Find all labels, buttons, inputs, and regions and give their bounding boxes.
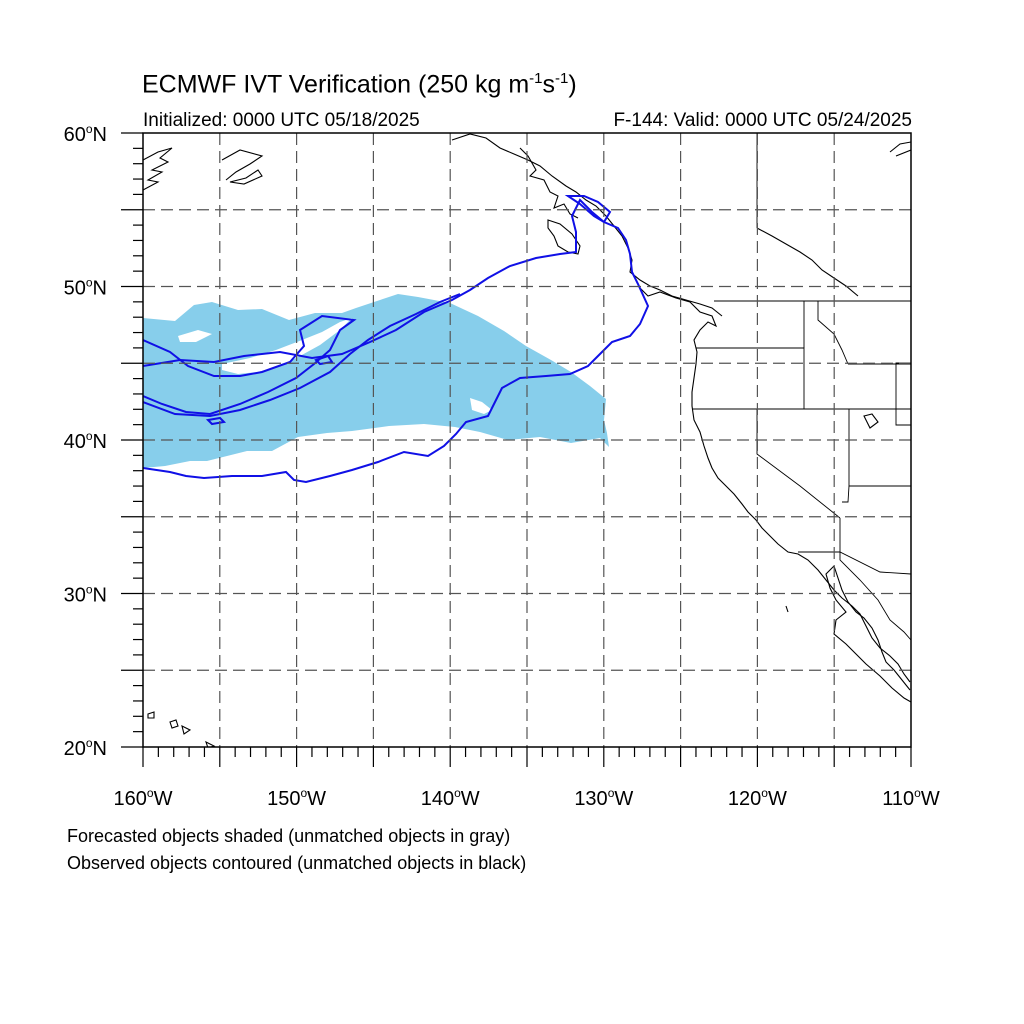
lat-label: 60oN [64, 122, 107, 146]
lat-label: 50oN [64, 276, 107, 300]
lon-label: 160oW [114, 786, 173, 810]
political-boundaries [692, 133, 911, 641]
observed-object-ring [143, 293, 461, 418]
footnote-forecast: Forecasted objects shaded (unmatched obj… [67, 826, 511, 846]
observed-object-coastal [564, 195, 612, 224]
forecast-hole-1 [222, 318, 352, 374]
lon-label: 110oW [882, 786, 940, 810]
gridlines [143, 133, 911, 747]
lon-label: 120oW [728, 786, 787, 810]
forecast-object [143, 294, 609, 468]
lat-label: 40oN [64, 429, 107, 453]
lon-label: 140oW [421, 786, 480, 810]
map-title: ECMWF IVT Verification (250 kg m-1s-1) [142, 70, 577, 99]
valid-time: F-144: Valid: 0000 UTC 05/24/2025 [613, 110, 912, 131]
forecast-hole-3 [470, 398, 492, 414]
lon-label: 150oW [267, 786, 326, 810]
forecast-hole-2 [178, 330, 212, 342]
initialized-time: Initialized: 0000 UTC 05/18/2025 [143, 110, 420, 131]
lat-label: 20oN [64, 736, 107, 760]
observed-object-small-2 [314, 354, 334, 366]
observed-object-small [205, 416, 227, 426]
lon-label: 130oW [574, 786, 633, 810]
axis-labels: 60oN 50oN 40oN 30oN 20oN 160oW 150oW 140oW 130oW… [64, 122, 940, 810]
observed-object-river [143, 198, 650, 484]
footnote-observed: Observed objects contoured (unmatched ob… [67, 853, 527, 873]
axis-ticks [121, 132, 912, 767]
lat-label: 30oN [64, 583, 107, 607]
